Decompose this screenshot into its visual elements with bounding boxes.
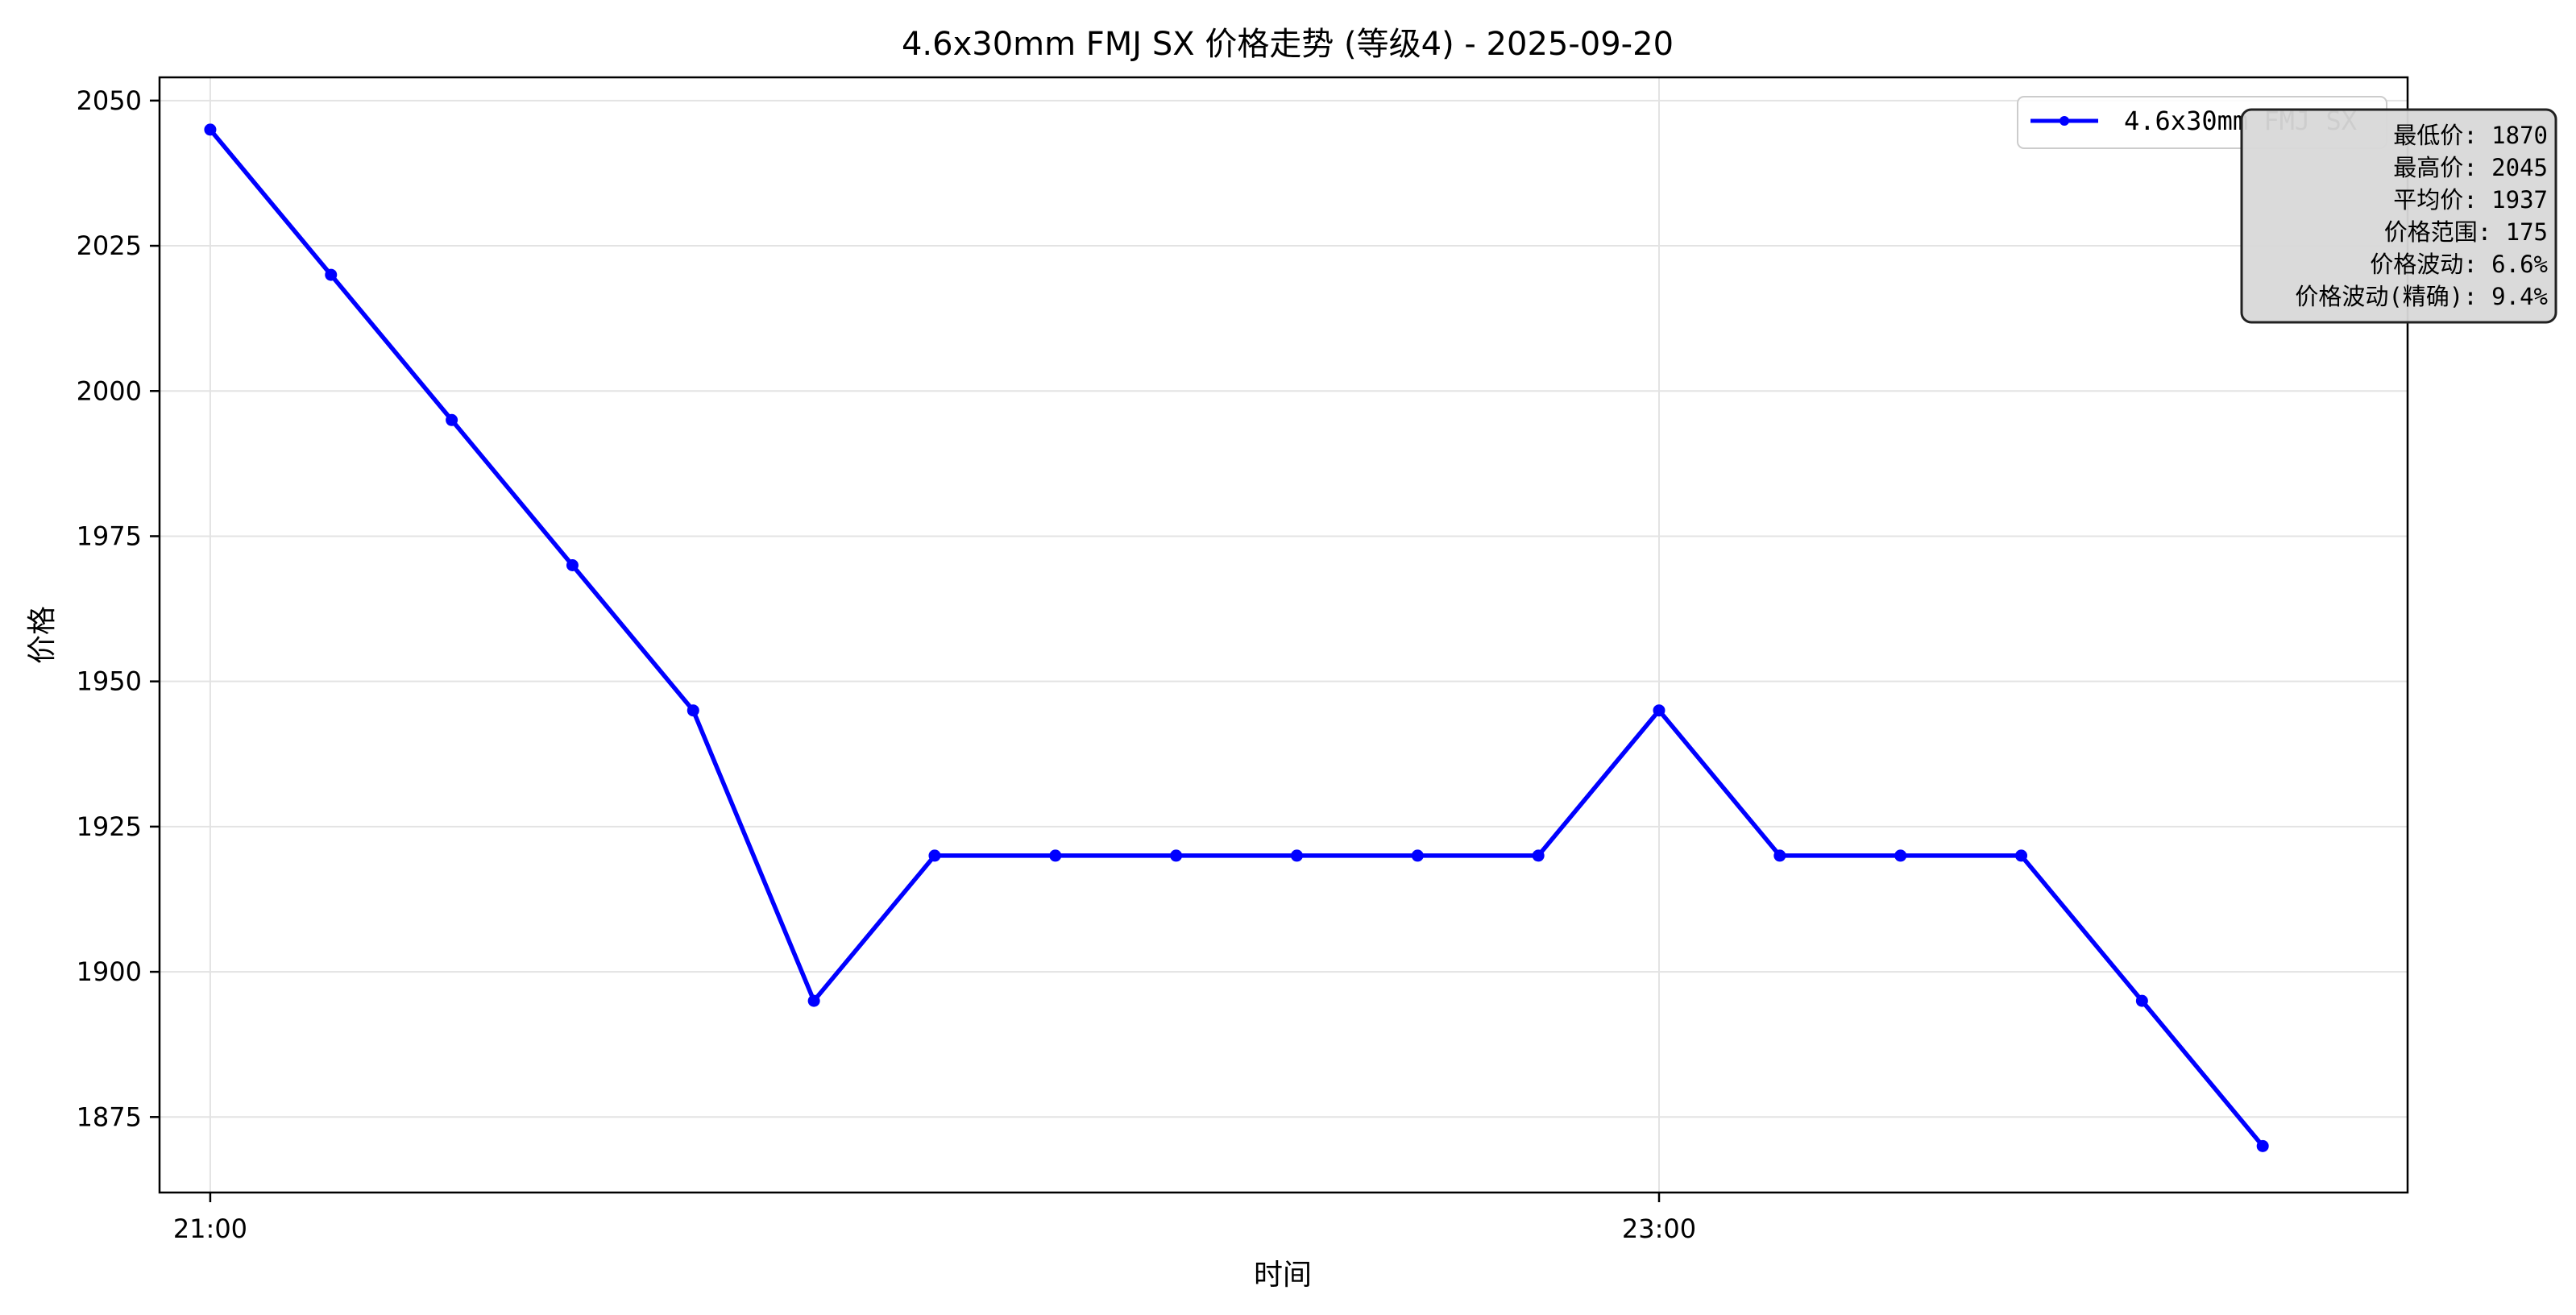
stats-line-price-range: 价格范围: 175 — [2384, 218, 2548, 246]
data-point — [2256, 1139, 2269, 1152]
stats-annotation: 最低价: 1870 最高价: 2045 平均价: 1937 价格范围: 175 … — [2240, 108, 2557, 324]
x-tick-label: 21:00 — [173, 1213, 247, 1244]
data-point — [446, 413, 458, 426]
data-point — [807, 994, 820, 1007]
y-tick-label: 2050 — [77, 85, 142, 116]
legend-marker-sample — [2060, 116, 2069, 126]
grid-layer — [160, 77, 2408, 1193]
data-point — [566, 559, 579, 571]
stats-line-volatility-precise: 价格波动(精确): 9.4% — [2295, 283, 2548, 310]
stats-line-max-price: 最高价: 2045 — [2393, 154, 2548, 181]
y-tick-label: 2025 — [77, 230, 142, 261]
data-point — [687, 704, 699, 717]
chart-title: 4.6x30mm FMJ SX 价格走势 (等级4) - 2025-09-20 — [902, 26, 1674, 63]
data-point — [1049, 849, 1062, 862]
data-point — [1170, 849, 1183, 862]
stats-annotation-box — [2240, 108, 2557, 324]
data-point — [1894, 849, 1907, 862]
x-axis-label: 时间 — [1254, 1259, 1312, 1292]
y-tick-label: 1925 — [77, 811, 142, 842]
y-axis-label: 价格 — [26, 606, 59, 664]
series-line — [208, 127, 2265, 1149]
y-tick-label: 2000 — [77, 375, 142, 406]
x-axis-ticks: 21:00 23:00 — [173, 1193, 1696, 1244]
data-point — [1290, 849, 1303, 862]
data-point — [928, 849, 941, 862]
y-axis-ticks: 1875 1900 1925 1950 1975 2000 2025 2050 — [77, 85, 160, 1132]
data-point — [2015, 849, 2028, 862]
y-tick-label: 1975 — [77, 521, 142, 551]
data-point — [1773, 849, 1786, 862]
data-point — [204, 123, 217, 136]
stats-line-min-price: 最低价: 1870 — [2393, 122, 2548, 149]
stats-line-volatility: 价格波动: 6.6% — [2370, 251, 2548, 278]
data-point — [1532, 849, 1545, 862]
y-tick-label: 1875 — [77, 1101, 142, 1132]
y-tick-label: 1900 — [77, 956, 142, 987]
data-point — [325, 268, 338, 281]
data-point — [1411, 849, 1424, 862]
data-point — [1653, 704, 1665, 717]
stats-line-avg-price: 平均价: 1937 — [2393, 186, 2548, 214]
plot-area-frame — [158, 76, 2409, 1194]
series-layer — [204, 123, 2269, 1152]
x-tick-label: 23:00 — [1622, 1213, 1696, 1244]
y-tick-label: 1950 — [77, 666, 142, 697]
data-point — [2135, 994, 2148, 1007]
